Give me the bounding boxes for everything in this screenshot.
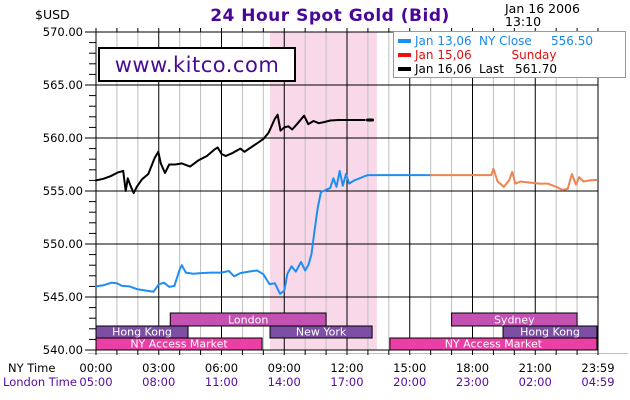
legend-date: Jan 15,06 [415,48,472,62]
legend-value: 561.70 [515,62,557,76]
london-time-tick-label: 08:00 [142,375,175,389]
red-series-marker-icon [398,53,411,57]
london-time-tick-label: 02:00 [519,375,552,389]
session-label: London [228,314,268,327]
ny-time-tick-label: 06:00 [205,361,238,375]
y-axis-label: 540.00 [43,343,83,357]
ny-time-tick-label: 09:00 [268,361,301,375]
currency-label: $USD [35,7,70,22]
y-axis-label: 560.00 [43,131,83,145]
ny-time-tick-label: 18:00 [456,361,489,375]
session-label: Hong Kong [520,326,580,339]
session-bar-new-york [269,325,373,339]
ny-time-tick-label: 23:59 [581,361,614,375]
legend-row-jan13: Jan 13,06 NY Close 556.50 [394,34,625,48]
london-time-tick-label: 17:00 [330,375,363,389]
timestamp: Jan 16 2006 13:10 [505,2,580,28]
session-label: Sydney [494,314,535,327]
london-time-tick-label: 04:59 [581,375,614,389]
legend-date: Jan 16,06 [415,62,472,76]
legend-date: Jan 13,06 [415,34,472,48]
chart-title: 24 Hour Spot Gold (Bid) [210,6,450,26]
series-jan-16-last [95,113,366,195]
blue-series-marker-icon [398,39,411,43]
kitco-url-text[interactable]: www.kitco.com [114,52,280,77]
date-label: Jan 16 2006 [505,1,580,16]
session-bar-london [169,312,327,327]
ny-time-axis-label: NY Time [8,361,56,375]
london-time-axis-label: London Time [3,375,77,389]
session-bar-ny-access-market [95,337,263,351]
london-time-tick-label: 11:00 [205,375,238,389]
london-time-tick-label: 20:00 [393,375,426,389]
legend-label: NY Close [479,34,532,48]
ny-time-tick-label: 15:00 [393,361,426,375]
ny-time-tick-label: 03:00 [142,361,175,375]
y-axis-label: 570.00 [43,25,83,39]
ny-time-tick-label: 00:00 [79,361,112,375]
kitco-watermark[interactable]: www.kitco.com [98,47,296,82]
legend-value: 556.50 [551,34,593,48]
legend-row-jan16: Jan 16,06 Last 561.70 [394,62,625,76]
y-axis-label: 545.00 [43,290,83,304]
series-jan-15-sunday [429,167,598,191]
london-time-tick-label: 23:00 [456,375,489,389]
y-axis-label: 565.00 [43,78,83,92]
session-label: NY Access Market [130,338,228,351]
chart-legend: Jan 13,06 NY Close 556.50 Jan 15,06 Sund… [393,31,626,78]
session-bar-ny-access-market [389,337,598,351]
session-label: NY Access Market [445,338,543,351]
black-series-marker-icon [398,67,411,71]
series-jan-13-ny-close [95,169,432,295]
legend-label: Sunday [511,48,557,62]
legend-label: Last [479,62,504,76]
session-label: New York [296,326,347,339]
y-axis-label: 555.00 [43,184,83,198]
london-time-tick-label: 05:00 [79,375,112,389]
london-time-tick-label: 14:00 [268,375,301,389]
ny-time-tick-label: 21:00 [519,361,552,375]
ny-time-tick-label: 12:00 [330,361,363,375]
time-label: 13:10 [505,14,542,29]
session-label: Hong Kong [112,326,172,339]
y-axis-label: 550.00 [43,237,83,251]
legend-row-jan15: Jan 15,06 Sunday [394,48,625,62]
